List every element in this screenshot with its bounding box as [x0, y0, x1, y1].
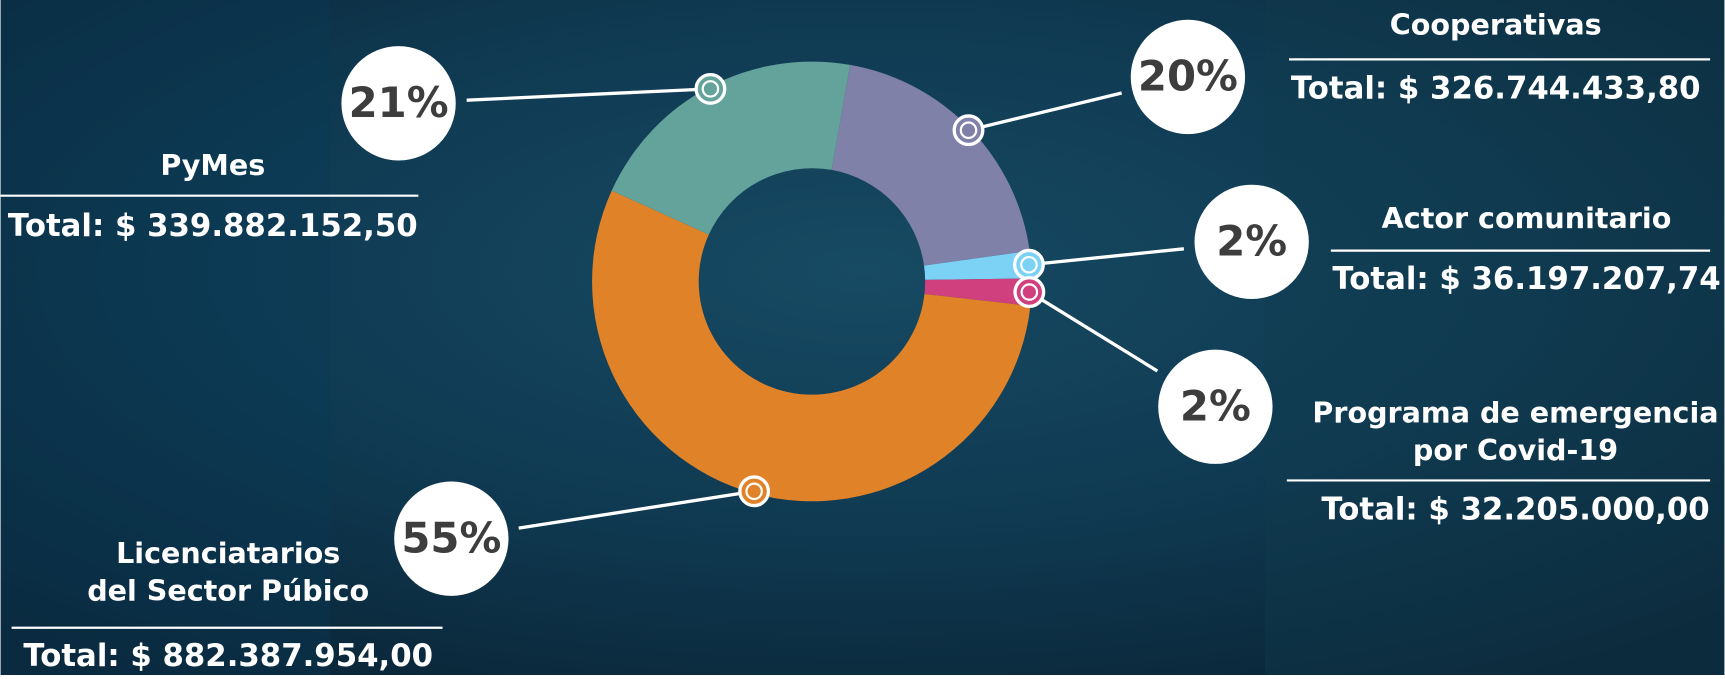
donut-slice	[611, 61, 851, 235]
percent-label: 55%	[401, 513, 501, 562]
category-name: PyMes	[160, 148, 265, 182]
donut-slice	[924, 250, 1032, 280]
category-name: Licenciatarios del Sector Púbico	[87, 536, 369, 607]
marker	[738, 475, 771, 508]
total-label: Total: $ 326.744.433,80	[1291, 71, 1701, 107]
marker-ring	[1020, 283, 1039, 301]
connector-line	[968, 91, 1123, 132]
percent-bubble	[394, 481, 509, 596]
percent-label: 20%	[1138, 52, 1238, 101]
connector-line	[1028, 247, 1185, 267]
donut-slice	[924, 278, 1032, 306]
percent-label: 21%	[349, 78, 449, 127]
percent-bubble	[341, 46, 456, 161]
marker-ring	[745, 482, 763, 501]
connector-line	[1028, 290, 1159, 373]
donut-slice	[592, 190, 1031, 502]
connector-line	[518, 489, 755, 530]
donut-slice	[831, 64, 1030, 266]
total-label: Total: $ 36.197.207,74	[1332, 261, 1720, 297]
connector-line	[466, 87, 711, 102]
marker-ring	[959, 121, 978, 140]
category-name: Programa de emergencia por Covid-19	[1312, 395, 1718, 466]
percent-label: 2%	[1180, 381, 1251, 430]
marker	[1013, 248, 1045, 281]
background-shade	[0, 0, 331, 675]
category-name: Cooperativas	[1390, 7, 1602, 41]
percent-bubble	[1194, 184, 1309, 300]
percent-bubble	[1158, 349, 1273, 464]
percent-label: 2%	[1216, 217, 1287, 266]
total-label: Total: $ 339.882.152,50	[8, 208, 418, 244]
percent-bubble	[1130, 19, 1246, 135]
total-label: Total: $ 882.387.954,00	[23, 638, 433, 674]
marker-ring	[701, 80, 720, 98]
category-name: Actor comunitario	[1382, 201, 1672, 235]
marker	[694, 72, 727, 105]
marker	[952, 114, 985, 147]
marker-ring	[1020, 255, 1038, 274]
total-label: Total: $ 32.205.000,00	[1321, 492, 1709, 528]
marker	[1013, 276, 1046, 309]
background-shade	[1264, 0, 1725, 675]
